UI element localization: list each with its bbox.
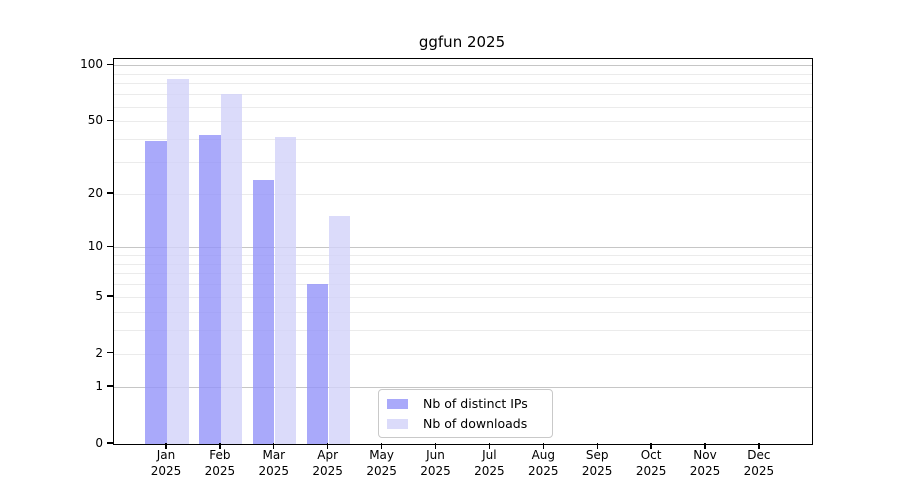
- y-gridline-minor-8: [114, 263, 812, 265]
- legend-label-distinct-ips: Nb of distinct IPs: [423, 396, 528, 411]
- x-tick-label-sep: Sep 2025: [581, 448, 613, 478]
- x-tick-label-apr: Apr 2025: [312, 448, 343, 478]
- bar-distinct-ips-apr: [307, 284, 329, 444]
- y-tick-label-1: 1: [95, 379, 103, 394]
- bar-downloads-jan: [167, 79, 189, 444]
- y-tick-label-2: 2: [95, 345, 103, 360]
- legend-row-distinct-ips: Nb of distinct IPs: [387, 396, 544, 411]
- x-tick-mark-apr: [327, 443, 329, 449]
- y-gridline-minor-50: [114, 121, 812, 123]
- y-tick-label-100: 100: [80, 57, 103, 72]
- y-tick-label-20: 20: [87, 186, 103, 201]
- x-tick-mark-feb: [219, 443, 221, 449]
- y-tick-mark-20: [107, 192, 113, 194]
- x-tick-mark-jan: [165, 443, 167, 449]
- y-tick-label-0: 0: [95, 436, 103, 450]
- x-tick-mark-oct: [650, 443, 652, 449]
- y-gridline-minor-4: [114, 311, 812, 313]
- legend-row-downloads: Nb of downloads: [387, 416, 544, 431]
- x-tick-mark-dec: [758, 443, 760, 449]
- x-tick-mark-sep: [596, 443, 598, 449]
- y-tick-mark-1: [107, 385, 113, 387]
- x-tick-label-jul: Jul 2025: [474, 448, 505, 478]
- legend-swatch-distinct-ips: [387, 398, 408, 409]
- x-tick-label-mar: Mar 2025: [258, 448, 290, 478]
- y-tick-label-10: 10: [87, 239, 103, 254]
- bar-downloads-mar: [275, 137, 297, 444]
- y-gridline-minor-9: [114, 255, 812, 256]
- x-tick-mark-may: [380, 443, 383, 449]
- x-tick-label-feb: Feb 2025: [204, 448, 236, 478]
- y-gridline-minor-6: [114, 284, 812, 286]
- y-gridline-minor-80: [114, 83, 812, 85]
- y-tick-mark-100: [107, 63, 113, 65]
- x-tick-label-nov: Nov 2025: [689, 448, 721, 478]
- legend: Nb of distinct IPs Nb of downloads: [378, 389, 553, 438]
- x-tick-mark-mar: [273, 443, 275, 449]
- legend-label-downloads: Nb of downloads: [423, 416, 528, 431]
- bar-distinct-ips-jan: [145, 141, 167, 444]
- y-gridline-minor-20: [114, 194, 812, 196]
- y-gridline-minor-40: [114, 139, 812, 141]
- plot-area: [113, 58, 813, 445]
- bar-downloads-feb: [221, 94, 243, 444]
- bar-distinct-ips-feb: [199, 135, 221, 444]
- x-tick-label-dec: Dec 2025: [743, 448, 775, 478]
- y-tick-label-50: 50: [87, 113, 103, 128]
- chart-title: ggfun 2025: [418, 33, 506, 51]
- y-tick-label-5: 5: [95, 288, 103, 303]
- x-tick-label-jan: Jan 2025: [150, 448, 182, 478]
- y-gridline-minor-30: [114, 162, 812, 164]
- x-tick-mark-aug: [542, 443, 544, 449]
- y-tick-mark-50: [107, 119, 113, 121]
- y-gridline-minor-60: [114, 106, 812, 108]
- x-tick-label-jun: Jun 2025: [420, 448, 451, 478]
- y-gridline-major-1: [114, 387, 812, 389]
- x-tick-label-may: May 2025: [366, 448, 397, 478]
- bar-downloads-apr: [329, 216, 351, 444]
- y-gridline-minor-90: [114, 73, 812, 75]
- x-tick-label-oct: Oct 2025: [635, 448, 667, 478]
- x-tick-mark-jun: [434, 443, 437, 449]
- x-tick-label-aug: Aug 2025: [528, 448, 559, 478]
- y-tick-mark-0: [107, 442, 113, 444]
- y-gridline-minor-2: [114, 353, 812, 355]
- y-tick-mark-5: [107, 295, 113, 297]
- x-tick-mark-jul: [488, 443, 491, 449]
- x-tick-mark-nov: [704, 443, 706, 449]
- y-gridline-minor-5: [114, 296, 812, 298]
- y-gridline-major-10: [114, 247, 812, 249]
- y-gridline-minor-70: [114, 94, 812, 96]
- y-gridline-major-100: [114, 65, 812, 67]
- y-tick-mark-10: [107, 245, 113, 247]
- y-tick-mark-2: [107, 352, 113, 354]
- y-gridline-minor-3: [114, 330, 812, 332]
- y-gridline-minor-7: [114, 273, 812, 275]
- legend-swatch-downloads: [387, 418, 408, 429]
- bar-distinct-ips-mar: [253, 179, 275, 444]
